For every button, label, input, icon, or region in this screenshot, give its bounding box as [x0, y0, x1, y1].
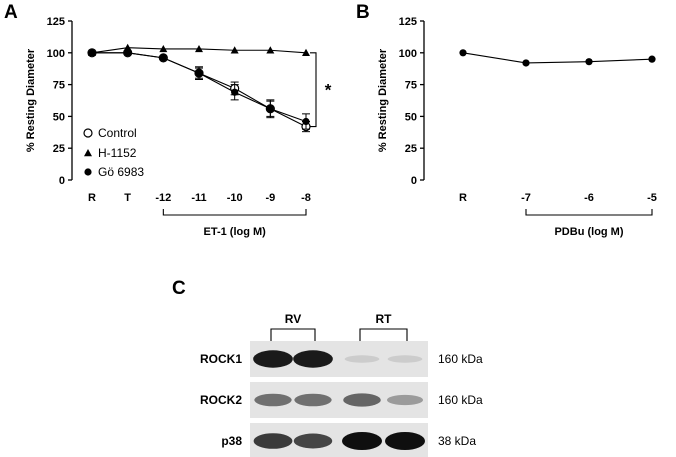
significance-bracket [310, 52, 317, 128]
x-bracket [162, 209, 307, 216]
group-label: RV [285, 312, 301, 326]
blot-band [342, 432, 382, 450]
blot-band [386, 394, 424, 406]
legend-label: Gö 6983 [98, 165, 144, 179]
data-point [302, 48, 310, 56]
panel-letter-a: A [4, 2, 18, 23]
y-tick-label: 50 [53, 111, 65, 123]
panel-letter-b: B [356, 2, 370, 23]
molecular-weight-label: 160 kDa [438, 352, 483, 366]
x-tick-label: -7 [521, 192, 531, 204]
chart-a: 0 25 50 75 100 125 % Resting Diameter R T -12 -11 -… [25, 16, 332, 238]
legend-label: H-1152 [98, 146, 137, 160]
y-tick-label: 125 [47, 16, 65, 28]
blot-band [293, 350, 333, 368]
y-tick-label: 125 [399, 16, 417, 28]
blot-band [294, 393, 332, 407]
data-point [195, 69, 203, 77]
blot-band [344, 355, 380, 363]
y-tick-label: 75 [53, 80, 65, 92]
x-tick-label: -12 [155, 192, 171, 204]
data-point [124, 49, 132, 57]
data-point [231, 88, 239, 96]
data-point [266, 46, 275, 54]
x-tick-label: -10 [227, 192, 243, 204]
x-tick-label: R [88, 192, 96, 204]
legend-marker [83, 128, 93, 138]
data-point [522, 59, 530, 67]
y-tick-label: 50 [405, 111, 417, 123]
x-tick-label: T [124, 192, 131, 204]
chart-b: 0 25 50 75 100 125 % Resting Diameter R -7 -6 -5 PD… [377, 16, 657, 238]
series-line [92, 52, 307, 128]
blot-band [385, 432, 425, 450]
blot-band [293, 433, 333, 449]
x-axis-label: PDBu (log M) [554, 226, 623, 238]
y-tick-label: 100 [399, 48, 417, 60]
group-bracket [359, 328, 408, 341]
protein-label: ROCK1 [200, 352, 242, 366]
x-tick-label: -11 [191, 192, 206, 204]
x-tick-label: -6 [584, 192, 594, 204]
blot-band [387, 355, 423, 363]
y-tick-label: 0 [411, 175, 417, 187]
data-point [123, 43, 132, 51]
protein-label: p38 [221, 434, 242, 448]
y-tick-label: 0 [59, 175, 65, 187]
x-tick-label: -5 [647, 192, 657, 204]
data-point [159, 44, 168, 53]
x-axis-label: ET-1 (log M) [204, 226, 267, 238]
y-axis-label: % Resting Diameter [377, 48, 389, 152]
x-tick-label: -9 [265, 192, 275, 204]
data-point [302, 117, 310, 126]
x-tick-label: R [459, 192, 467, 204]
group-bracket [270, 328, 316, 341]
molecular-weight-label: 160 kDa [438, 393, 483, 407]
y-tick-label: 100 [47, 48, 65, 60]
data-point [266, 105, 274, 113]
data-point [585, 58, 593, 66]
group-label: RT [376, 312, 393, 326]
y-tick-label: 25 [53, 143, 65, 155]
series-line [462, 52, 653, 64]
protein-label: ROCK2 [200, 393, 242, 407]
y-tick-label: 25 [405, 143, 417, 155]
legend-marker [84, 149, 92, 157]
y-tick-label: 75 [405, 80, 417, 92]
panel-letter-c: C [172, 278, 186, 299]
y-axis-label: % Resting Diameter [25, 48, 37, 152]
data-point [195, 44, 203, 53]
data-point [88, 49, 96, 57]
x-bracket [525, 209, 653, 216]
blot-band [254, 393, 292, 407]
blot-band [253, 350, 293, 368]
legend-marker [84, 168, 92, 176]
blot-band [343, 393, 381, 407]
significance-star: * [325, 81, 332, 100]
molecular-weight-label: 38 kDa [438, 434, 476, 448]
data-point [459, 49, 467, 57]
legend-label: Control [98, 126, 137, 140]
blot-band [253, 433, 293, 449]
data-point [159, 54, 167, 62]
western-blot: RV RT ROCK1 160 kDa ROCK2 160 kDa p38 38 kDa [200, 312, 483, 457]
data-point [230, 46, 239, 54]
data-point [648, 55, 656, 63]
x-tick-label: -8 [301, 192, 311, 204]
